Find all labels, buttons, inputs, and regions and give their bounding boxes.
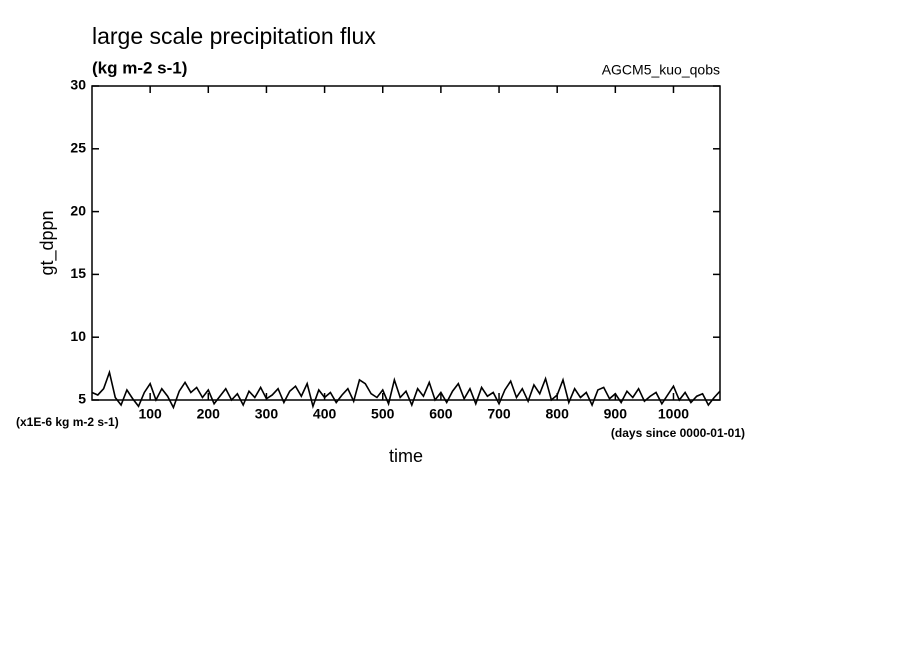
y-tick-label: 30 (70, 77, 86, 93)
x-tick-label: 1000 (658, 406, 689, 422)
y-tick-label: 20 (70, 202, 86, 218)
x-tick-label: 500 (371, 406, 395, 422)
x-tick-label: 200 (197, 406, 221, 422)
chart-title: large scale precipitation flux (92, 23, 376, 49)
x-tick-label: 600 (429, 406, 453, 422)
y-tick-label: 15 (70, 265, 86, 281)
y-tick-label: 5 (78, 391, 86, 407)
x-tick-label: 100 (138, 406, 162, 422)
chart-subtitle: (kg m-2 s-1) (92, 58, 187, 77)
x-tick-label: 800 (546, 406, 570, 422)
y-tick-label: 25 (70, 140, 86, 156)
y-axis-label: gt_dppn (37, 210, 58, 275)
x-tick-label: 900 (604, 406, 628, 422)
plot-frame (91, 85, 721, 401)
y-unit: (x1E-6 kg m-2 s-1) (16, 415, 119, 429)
annotation: AGCM5_kuo_qobs (602, 62, 720, 78)
y-tick-label: 10 (70, 328, 86, 344)
x-tick-label: 400 (313, 406, 337, 422)
x-axis-label: time (389, 446, 423, 466)
data-line (91, 369, 721, 410)
x-tick-label: 300 (255, 406, 279, 422)
x-tick-label: 700 (487, 406, 511, 422)
x-unit: (days since 0000-01-01) (611, 426, 745, 440)
